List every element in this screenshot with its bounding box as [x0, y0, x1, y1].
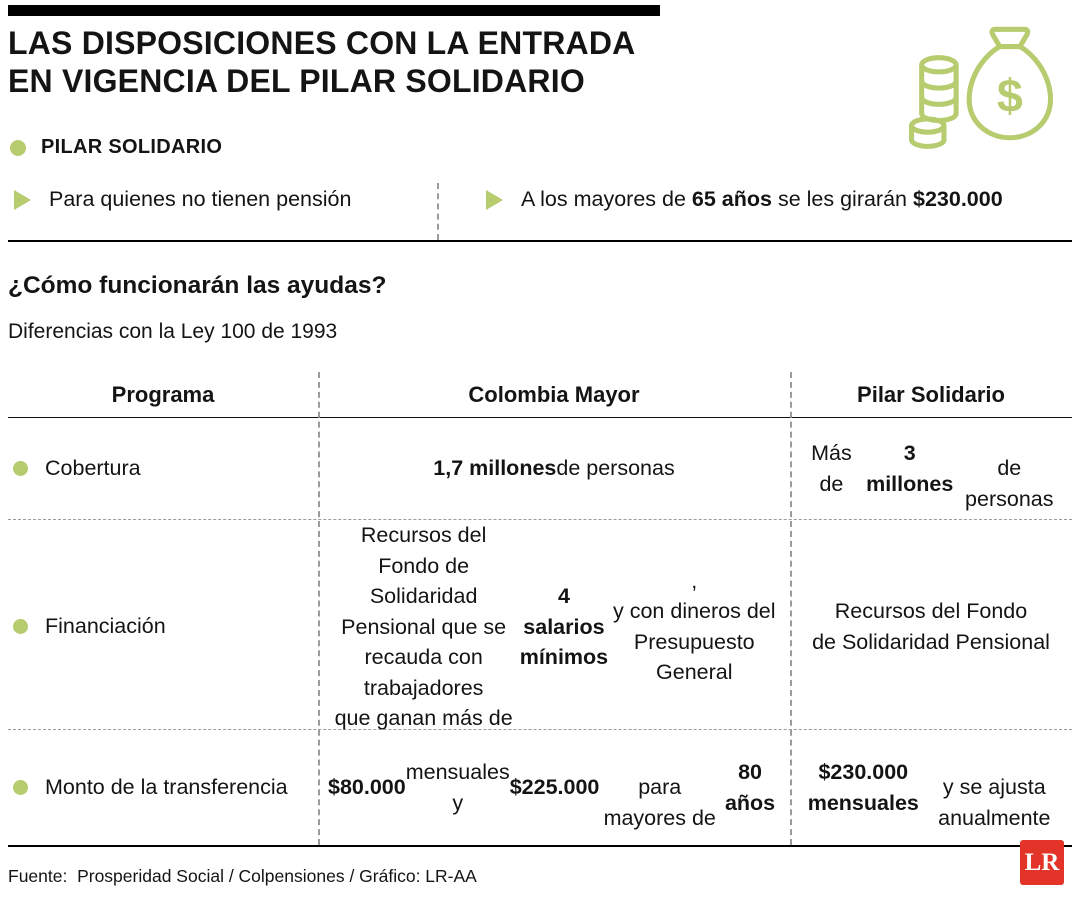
row-label: Cobertura: [45, 456, 141, 480]
cell-cobertura-pilar-solidario: Más de 3 millones de personas: [811, 440, 1054, 511]
row-label: Monto de la transferencia: [45, 775, 288, 799]
green-bullet-icon: [13, 619, 28, 635]
section-label: PILAR SOLIDARIO: [41, 136, 223, 158]
table-row-financiacion: Financiación Recursos del Fondo de Solid…: [8, 520, 1072, 730]
cell-financiacion-colombia-mayor: Recursos del Fondo de Solidaridad Pensio…: [334, 523, 776, 731]
page-title: LAS DISPOSICIONES CON LA ENTRADA EN VIGE…: [8, 24, 635, 101]
table-column-divider: [790, 372, 792, 845]
arrow-right-icon: [486, 189, 503, 210]
amount-text: A los mayores de 65 años se les girarán …: [521, 187, 1003, 211]
table-header-row: Programa Colombia Mayor Pilar Solidario: [8, 372, 1072, 418]
green-bullet-icon: [10, 139, 26, 156]
pilar-solidario-heading: PILAR SOLIDARIO: [10, 136, 222, 159]
source-credit: Fuente: Prosperidad Social / Colpensione…: [8, 866, 477, 886]
section-subtitle: Diferencias con la Ley 100 de 1993: [8, 320, 338, 343]
green-bullet-icon: [13, 461, 28, 476]
section-divider-line: [8, 240, 1072, 242]
column-header-colombia-mayor: Colombia Mayor: [468, 381, 640, 407]
arrow-right-icon: [14, 189, 31, 210]
svg-text:$: $: [997, 69, 1023, 121]
money-bag-icon: $: [909, 26, 1053, 149]
eligibility-text: Para quienes no tienen pensión: [49, 187, 352, 211]
cell-monto-pilar-solidario: $230.000 mensuales y se ajusta anualment…: [807, 759, 1051, 830]
row-label-cell: Monto de la transferencia: [8, 730, 318, 845]
row-label: Financiación: [45, 614, 166, 639]
column-header-pilar-solidario: Pilar Solidario: [857, 381, 1005, 407]
table-row-cobertura: Cobertura 1,7 millones de personas Más d…: [8, 418, 1072, 520]
section-question: ¿Cómo funcionarán las ayudas?: [8, 272, 387, 299]
comparison-table: Programa Colombia Mayor Pilar Solidario …: [8, 372, 1072, 845]
cell-monto-colombia-mayor: $80.000 mensuales y $225.000 para mayore…: [328, 759, 776, 830]
title-line-2: EN VIGENCIA DEL PILAR SOLIDARIO: [8, 63, 585, 100]
footer-divider-line: [8, 845, 1072, 847]
eligibility-bullet: Para quienes no tienen pensión: [14, 187, 351, 212]
row-label-cell: Financiación: [8, 520, 318, 734]
row-label-cell: Cobertura: [8, 418, 318, 519]
top-accent-bar: [8, 5, 660, 16]
green-bullet-icon: [13, 780, 28, 795]
table-row-monto: Monto de la transferencia $80.000 mensua…: [8, 730, 1072, 845]
cell-cobertura-colombia-mayor: 1,7 millones de personas: [433, 456, 675, 481]
column-header-programa: Programa: [111, 381, 215, 407]
title-line-1: LAS DISPOSICIONES CON LA ENTRADA: [8, 25, 636, 61]
intro-column-divider: [437, 183, 439, 240]
amount-bullet: A los mayores de 65 años se les girarán …: [486, 187, 1003, 212]
cell-financiacion-pilar-solidario: Recursos del Fondo de Solidaridad Pensio…: [812, 599, 1050, 654]
lr-logo: LR: [1020, 840, 1064, 885]
table-column-divider: [318, 372, 320, 845]
